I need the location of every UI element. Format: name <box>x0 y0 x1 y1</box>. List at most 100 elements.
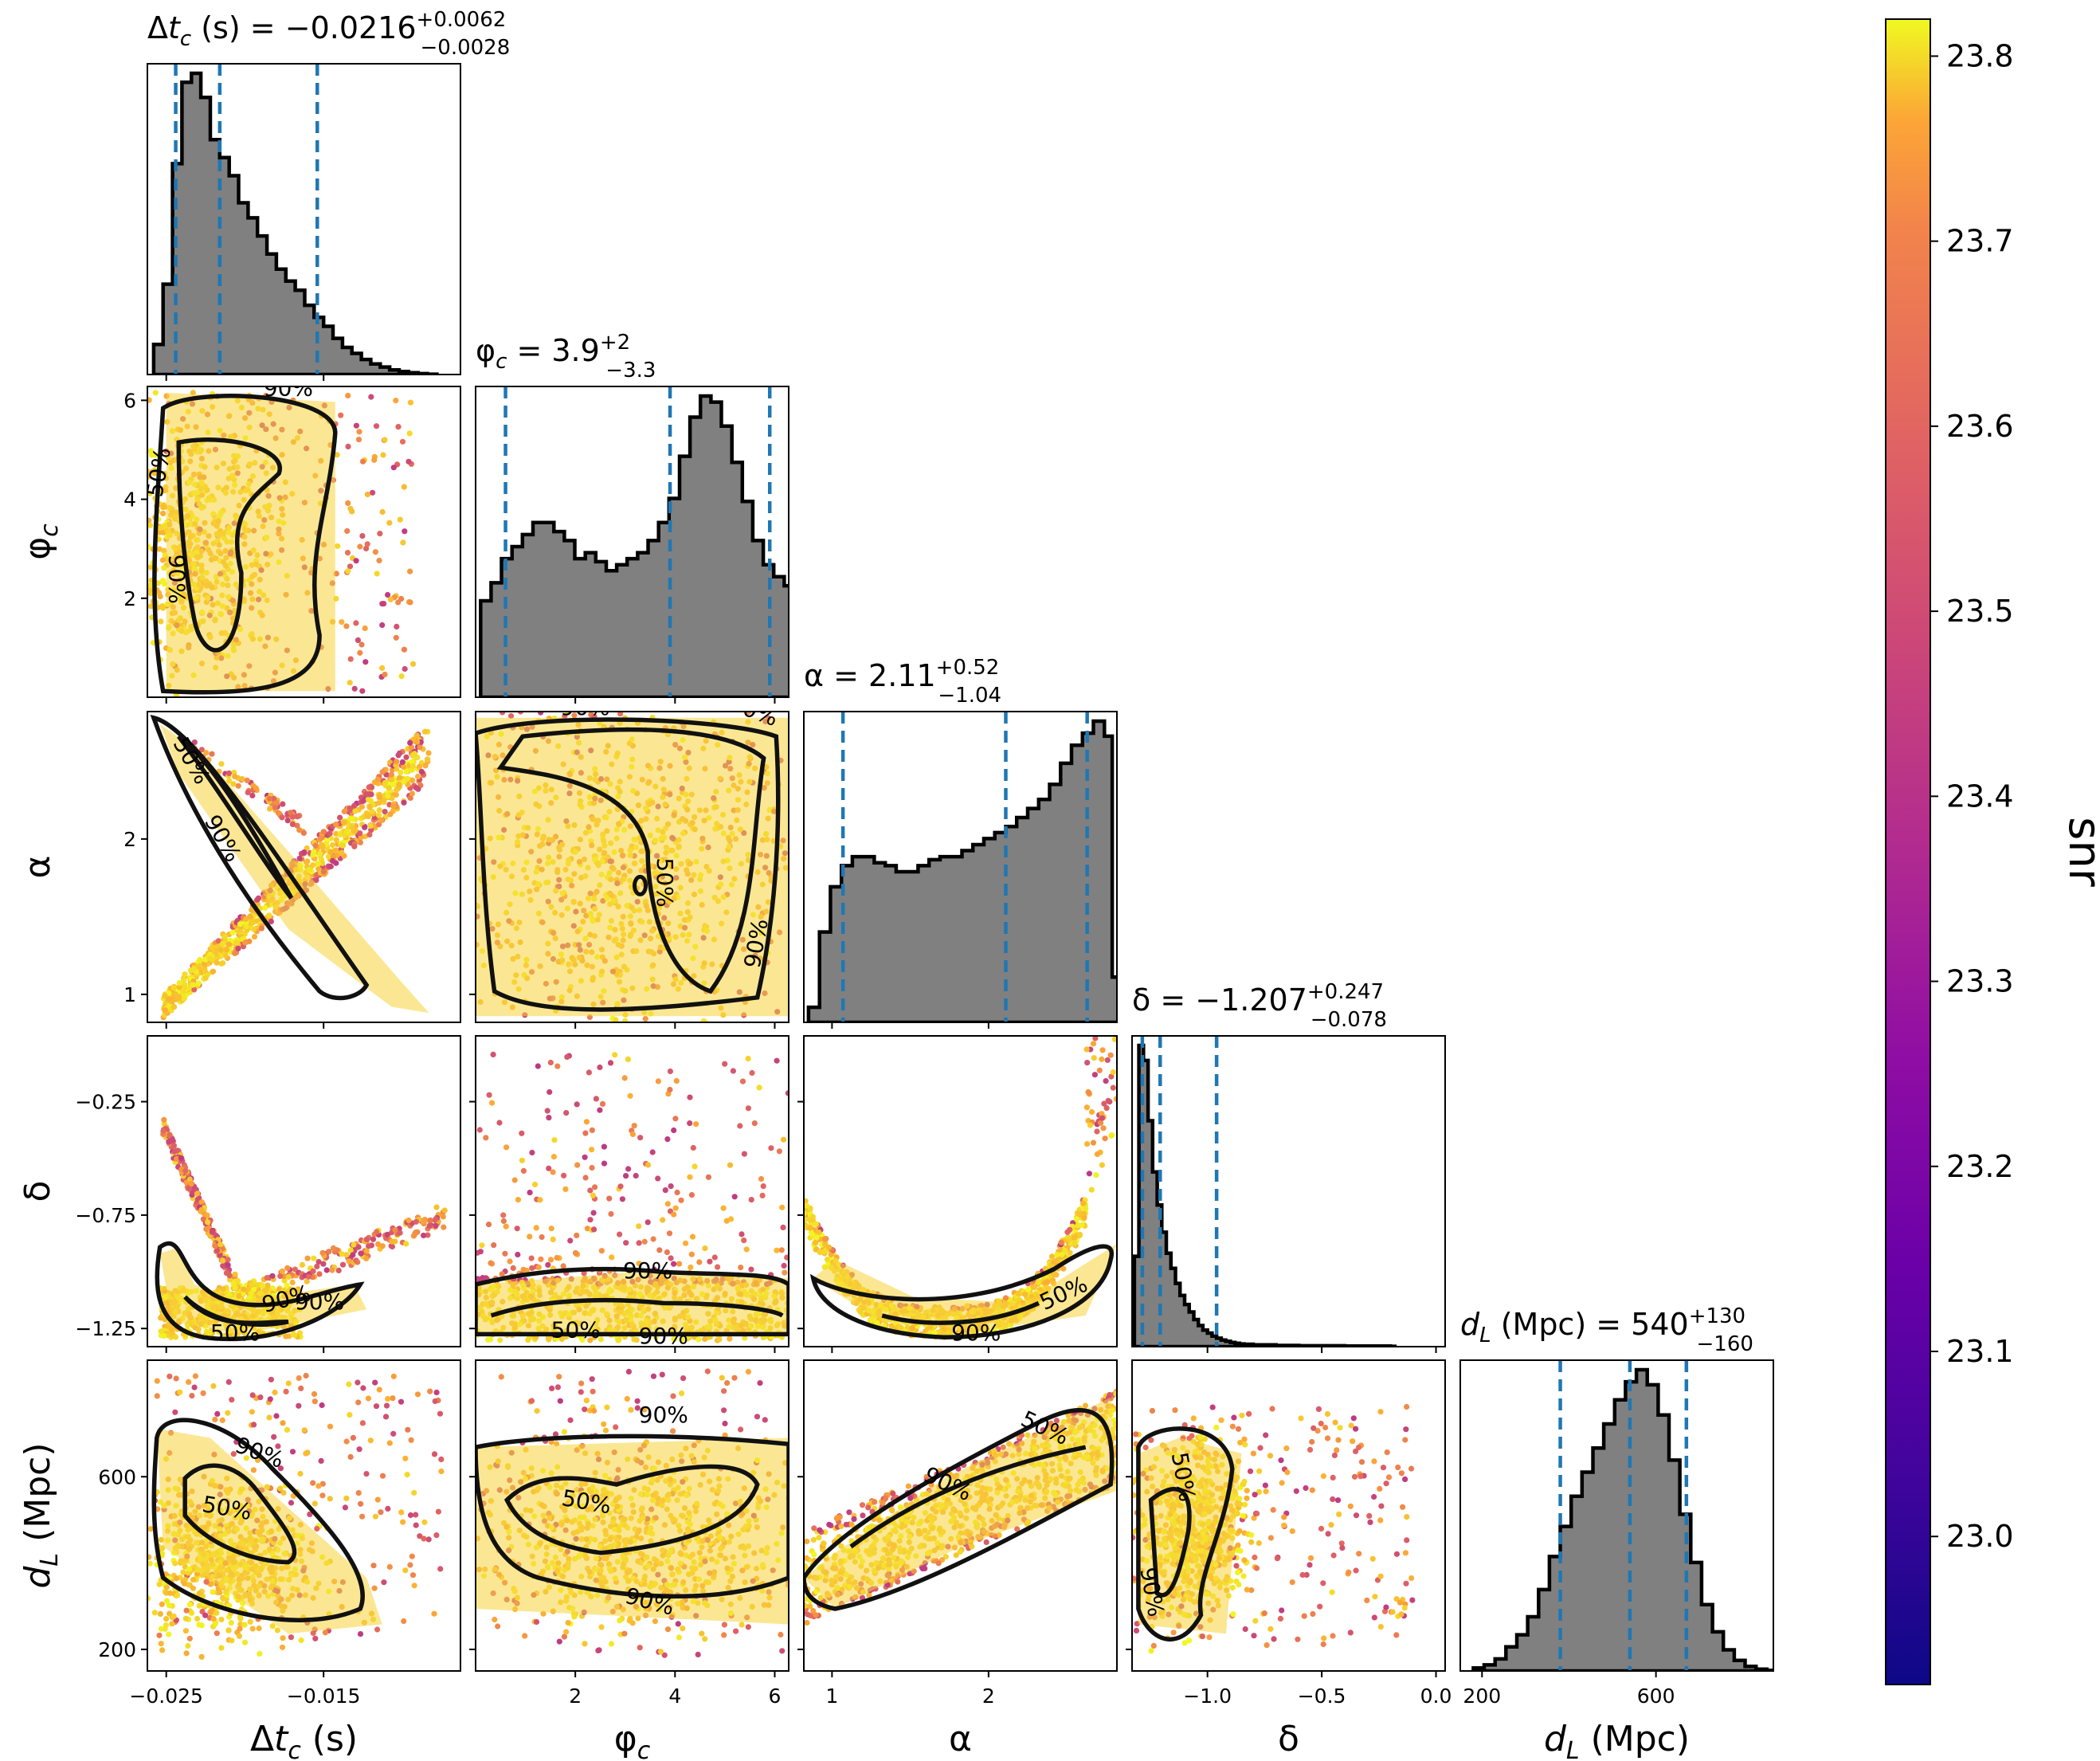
scatter-point <box>327 849 334 855</box>
scatter-point <box>182 971 188 978</box>
scatter-point <box>288 810 294 816</box>
scatter-point <box>1103 1078 1109 1084</box>
scatter-point <box>564 1053 570 1061</box>
scatter-point <box>257 1290 264 1296</box>
scatter-point <box>384 1231 390 1237</box>
scatter-point <box>296 827 303 833</box>
scatter-point <box>401 799 407 806</box>
scatter-panel-dtc-vs-alpha: 50%90% <box>147 711 461 1023</box>
scatter-point <box>392 1227 398 1233</box>
scatter-point <box>727 1335 733 1342</box>
scatter-point <box>655 1175 661 1182</box>
scatter-point <box>417 744 423 751</box>
scatter-point <box>502 1250 508 1257</box>
scatter-point <box>497 1337 503 1343</box>
scatter-point <box>741 1151 748 1157</box>
scatter-point <box>349 824 355 830</box>
scatter-point <box>388 771 394 778</box>
scatter-point <box>258 925 264 931</box>
contour-line <box>490 1297 784 1318</box>
scatter-point <box>538 1256 544 1262</box>
scatter-point <box>700 1018 707 1022</box>
scatter-point <box>249 792 256 799</box>
scatter-point <box>190 982 197 988</box>
scatter-point <box>335 543 341 549</box>
scatter-panel-dtc-vs-phic: 90%50%90% <box>147 386 461 698</box>
scatter-point <box>621 1075 628 1081</box>
scatter-point <box>357 830 363 837</box>
scatter-point <box>147 522 154 528</box>
contour-label: 90% <box>639 1323 688 1349</box>
scatter-point <box>379 622 386 629</box>
scatter-point <box>342 832 348 838</box>
scatter-point <box>487 1336 494 1343</box>
scatter-point <box>1111 1036 1117 1042</box>
scatter-point <box>804 1222 809 1228</box>
scatter-point <box>215 938 221 944</box>
scatter-point <box>376 557 382 564</box>
scatter-point <box>379 601 386 607</box>
scatter-point <box>411 1232 417 1238</box>
scatter-point <box>353 558 359 564</box>
scatter-point <box>161 1332 167 1339</box>
scatter-point <box>288 1286 294 1292</box>
contour-label: 90% <box>623 1257 672 1284</box>
scatter-point <box>292 1332 298 1338</box>
density-core <box>476 1272 789 1335</box>
scatter-point <box>488 1260 494 1266</box>
scatter-point <box>347 815 354 822</box>
scatter-point <box>622 1018 629 1022</box>
scatter-point <box>221 934 228 940</box>
scatter-point <box>388 1243 394 1249</box>
scatter-panel-dtc-vs-delta: 90%50%90% <box>147 1035 461 1347</box>
y-tick-label: −0.75 <box>75 1204 136 1227</box>
scatter-point <box>589 1147 595 1153</box>
scatter-point <box>496 1120 503 1126</box>
histogram-dtc <box>147 63 461 375</box>
scatter-point <box>730 1068 737 1074</box>
scatter-point <box>385 591 391 598</box>
scatter-point <box>597 1107 603 1113</box>
scatter-point <box>533 1225 539 1231</box>
axes-frame <box>147 1035 461 1347</box>
scatter-point <box>433 1216 439 1222</box>
scatter-point <box>214 1247 221 1253</box>
scatter-point <box>615 1337 622 1343</box>
scatter-point <box>427 1217 433 1224</box>
scatter-point <box>687 1120 693 1127</box>
scatter-point <box>515 1197 522 1203</box>
scatter-point <box>220 1286 226 1292</box>
scatter-point <box>591 1226 597 1233</box>
scatter-point <box>333 860 339 866</box>
scatter-point <box>376 799 382 806</box>
scatter-point <box>382 809 388 815</box>
scatter-point <box>739 1078 746 1084</box>
contour-line <box>183 1295 289 1328</box>
scatter-point <box>362 625 368 632</box>
scatter-point <box>178 1155 184 1161</box>
scatter-point <box>311 1255 317 1261</box>
scatter-point <box>304 858 311 865</box>
scatter-point <box>586 1069 593 1076</box>
scatter-point <box>784 1254 789 1261</box>
scatter-panel-phic-vs-delta: 90%50% 90% <box>475 1035 789 1349</box>
scatter-point <box>272 804 278 810</box>
scatter-point <box>401 484 407 490</box>
scatter-point <box>550 1169 556 1175</box>
scatter-point <box>583 1119 590 1125</box>
scatter-point <box>527 1190 533 1196</box>
scatter-point <box>782 1269 788 1276</box>
scatter-point <box>1099 1056 1105 1062</box>
scatter-point <box>696 1259 703 1265</box>
scatter-point <box>633 1172 639 1179</box>
scatter-point <box>313 877 319 884</box>
scatter-point <box>195 980 202 986</box>
scatter-point <box>537 1197 543 1203</box>
scatter-point <box>376 807 382 814</box>
contour-line <box>496 727 766 994</box>
scatter-point <box>327 830 333 837</box>
scatter-point <box>413 732 420 739</box>
scatter-point <box>403 1241 409 1247</box>
scatter-point <box>225 1261 231 1269</box>
